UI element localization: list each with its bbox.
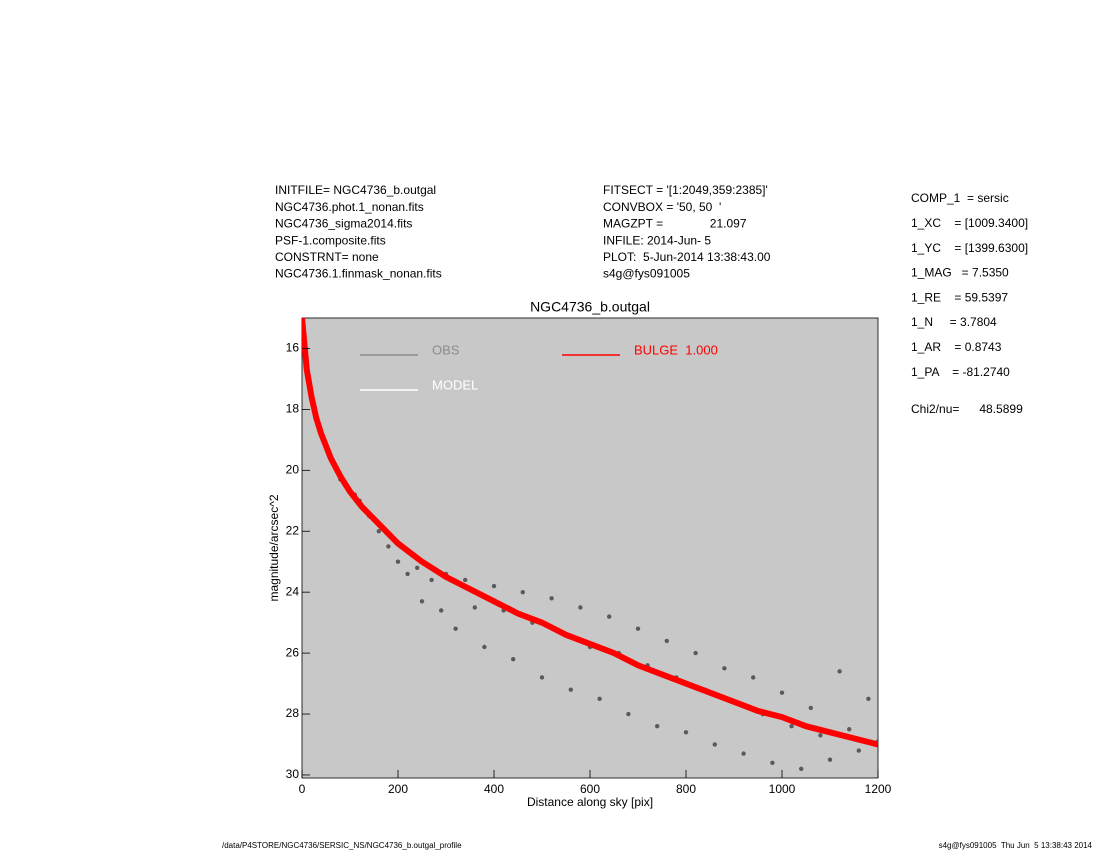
info-text: FITSECT = '[1:2049,359:2385]' bbox=[603, 183, 768, 197]
data-point bbox=[395, 559, 401, 564]
data-point bbox=[511, 656, 516, 662]
x-tick-label: 1000 bbox=[769, 782, 796, 796]
legend-label: OBS bbox=[432, 342, 460, 357]
data-point bbox=[664, 638, 669, 644]
chart-title: NGC4736_b.outgal bbox=[530, 299, 650, 315]
y-tick-label: 16 bbox=[286, 341, 300, 355]
fit-parameter: 1_PA = -81.2740 bbox=[911, 365, 1010, 379]
data-point bbox=[482, 644, 487, 650]
data-point bbox=[419, 599, 425, 604]
data-point bbox=[597, 696, 602, 701]
data-point bbox=[818, 733, 823, 738]
data-point bbox=[415, 565, 420, 571]
data-point bbox=[827, 757, 833, 762]
data-point bbox=[453, 626, 458, 631]
info-text: INFILE: 2014-Jun- 5 bbox=[603, 233, 711, 247]
legend-label: MODEL bbox=[432, 377, 478, 392]
data-point bbox=[491, 583, 497, 589]
data-point bbox=[568, 687, 573, 692]
data-point bbox=[472, 605, 477, 610]
legend-label: BULGE 1.000 bbox=[634, 342, 718, 357]
y-tick-label: 24 bbox=[286, 584, 300, 598]
x-tick-label: 400 bbox=[484, 782, 504, 796]
info-text: NGC4736.phot.1_nonan.fits bbox=[275, 200, 424, 214]
data-point bbox=[808, 705, 813, 711]
data-point bbox=[549, 596, 554, 601]
y-tick-label: 30 bbox=[286, 767, 300, 781]
x-tick-label: 600 bbox=[580, 782, 600, 796]
data-point bbox=[693, 650, 698, 656]
data-point bbox=[789, 724, 794, 729]
fit-parameter: COMP_1 = sersic bbox=[911, 191, 1009, 205]
data-point bbox=[751, 675, 756, 680]
plot-content bbox=[302, 318, 878, 772]
info-text: MAGZPT = 21.097 bbox=[603, 217, 747, 231]
data-point bbox=[607, 614, 612, 619]
data-point bbox=[439, 608, 444, 613]
fit-parameter: 1_MAG = 7.5350 bbox=[911, 266, 1009, 280]
data-point bbox=[770, 760, 775, 765]
data-point bbox=[429, 577, 434, 583]
data-point bbox=[635, 626, 641, 631]
fit-parameter: 1_RE = 59.5397 bbox=[911, 290, 1008, 304]
fit-parameter: 1_AR = 0.8743 bbox=[911, 340, 1002, 354]
y-tick-label: 20 bbox=[286, 462, 300, 476]
info-text: CONSTRNT= none bbox=[275, 250, 379, 264]
info-text: PSF-1.composite.fits bbox=[275, 233, 386, 247]
fit-parameter: 1_N = 3.7804 bbox=[911, 315, 997, 329]
data-point bbox=[847, 727, 852, 732]
data-point bbox=[779, 690, 785, 695]
x-tick-label: 0 bbox=[299, 782, 306, 796]
data-point bbox=[520, 589, 525, 595]
y-tick-label: 26 bbox=[286, 645, 300, 659]
data-point bbox=[722, 666, 727, 671]
data-point bbox=[626, 711, 631, 717]
info-text: NGC4736_sigma2014.fits bbox=[275, 217, 412, 231]
x-axis-label: Distance along sky [pix] bbox=[527, 795, 653, 809]
x-tick-label: 800 bbox=[676, 782, 696, 796]
fit-parameter: 1_XC = [1009.3400] bbox=[911, 216, 1028, 230]
data-point bbox=[539, 675, 545, 680]
plot-area bbox=[301, 317, 879, 779]
data-point bbox=[578, 605, 583, 610]
data-point bbox=[405, 571, 410, 577]
y-tick-label: 18 bbox=[286, 402, 300, 416]
x-tick-label: 1200 bbox=[865, 782, 892, 796]
info-text: CONVBOX = '50, 50 ' bbox=[603, 200, 721, 214]
info-text: NGC4736.1.finmask_nonan.fits bbox=[275, 267, 442, 281]
chi2: Chi2/nu= 48.5899 bbox=[911, 402, 1023, 416]
data-point bbox=[866, 696, 871, 701]
data-point bbox=[856, 748, 861, 753]
info-text: s4g@fys091005 bbox=[603, 267, 690, 281]
data-point bbox=[837, 669, 842, 674]
data-point bbox=[712, 742, 717, 747]
y-tick-label: 28 bbox=[286, 706, 300, 720]
info-text: INITFILE= NGC4736_b.outgal bbox=[275, 183, 436, 197]
model-curve bbox=[302, 318, 878, 748]
data-point bbox=[386, 544, 391, 549]
data-point bbox=[463, 577, 468, 583]
data-point bbox=[655, 724, 660, 729]
data-point bbox=[799, 766, 804, 772]
fit-parameter: 1_YC = [1399.6300] bbox=[911, 241, 1028, 255]
y-tick-label: 22 bbox=[286, 523, 300, 537]
info-text: PLOT: 5-Jun-2014 13:38:43.00 bbox=[603, 250, 771, 264]
data-point bbox=[741, 751, 746, 756]
x-tick-label: 200 bbox=[388, 782, 408, 796]
y-axis-label: magnitude/arcsec^2 bbox=[267, 494, 281, 601]
footer-right: s4g@fys091005 Thu Jun 5 13:38:43 2014 bbox=[939, 841, 1093, 850]
data-point bbox=[376, 529, 381, 534]
footer-left: /data/P4STORE/NGC4736/SERSIC_NS/NGC4736_… bbox=[222, 841, 462, 850]
data-point bbox=[683, 730, 689, 735]
